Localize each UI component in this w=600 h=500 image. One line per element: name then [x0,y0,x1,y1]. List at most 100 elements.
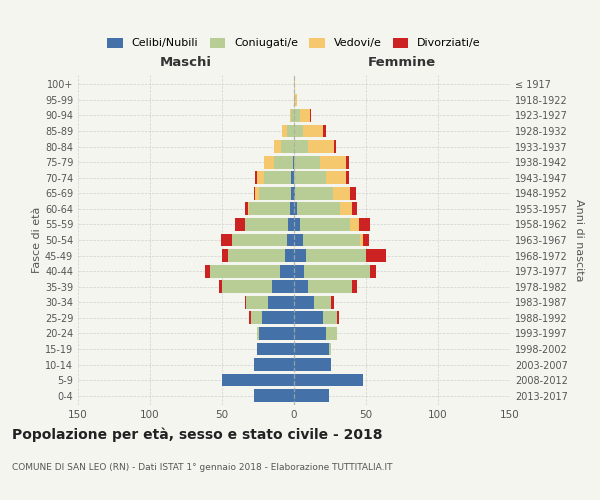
Bar [228,249,286,262]
Bar [294,280,308,293]
Bar [363,234,369,246]
Bar [359,218,370,231]
Bar [255,187,259,200]
Bar [254,390,294,402]
Bar [352,202,358,215]
Bar [294,140,308,153]
Bar [235,218,245,231]
Bar [254,187,255,200]
Bar [305,249,366,262]
Bar [304,264,370,278]
Bar [326,327,337,340]
Bar [323,124,326,138]
Bar [291,172,294,184]
Bar [272,280,294,293]
Bar [320,156,346,168]
Bar [329,342,331,355]
Bar [288,218,294,231]
Bar [294,312,323,324]
Y-axis label: Anni di nascita: Anni di nascita [574,198,584,281]
Bar [294,124,302,138]
Bar [290,202,294,215]
Bar [248,202,250,215]
Bar [250,202,290,215]
Bar [293,156,294,168]
Bar [294,109,300,122]
Bar [247,296,268,308]
Bar [340,202,352,215]
Bar [259,187,291,200]
Bar [205,264,211,278]
Bar [280,264,294,278]
Bar [294,218,300,231]
Bar [221,234,232,246]
Bar [295,94,297,106]
Bar [366,249,386,262]
Bar [294,202,297,215]
Bar [294,78,295,90]
Bar [251,312,262,324]
Bar [300,109,310,122]
Bar [257,327,259,340]
Bar [294,390,329,402]
Text: Maschi: Maschi [160,56,212,69]
Bar [314,296,331,308]
Bar [331,296,334,308]
Bar [245,202,248,215]
Bar [294,358,331,371]
Bar [245,218,288,231]
Bar [257,342,294,355]
Legend: Celibi/Nubili, Coniugati/e, Vedovi/e, Divorziati/e: Celibi/Nubili, Coniugati/e, Vedovi/e, Di… [104,34,484,52]
Bar [287,124,294,138]
Bar [294,249,305,262]
Bar [291,109,294,122]
Bar [211,264,280,278]
Bar [264,172,291,184]
Bar [259,327,294,340]
Bar [286,249,294,262]
Bar [291,187,294,200]
Bar [245,296,247,308]
Bar [268,296,294,308]
Bar [308,140,334,153]
Bar [352,280,358,293]
Bar [294,234,302,246]
Bar [264,156,274,168]
Text: Femmine: Femmine [368,56,436,69]
Bar [274,156,293,168]
Bar [294,94,295,106]
Bar [350,218,359,231]
Bar [294,264,304,278]
Bar [323,312,337,324]
Bar [350,187,356,200]
Bar [281,140,294,153]
Bar [326,172,346,184]
Bar [300,218,350,231]
Bar [222,249,228,262]
Bar [294,172,326,184]
Bar [222,374,294,386]
Bar [294,187,295,200]
Bar [294,374,363,386]
Bar [274,140,281,153]
Bar [302,234,360,246]
Bar [334,140,336,153]
Bar [346,156,349,168]
Bar [294,296,314,308]
Bar [308,280,352,293]
Bar [255,172,257,184]
Bar [262,312,294,324]
Text: COMUNE DI SAN LEO (RN) - Dati ISTAT 1° gennaio 2018 - Elaborazione TUTTITALIA.IT: COMUNE DI SAN LEO (RN) - Dati ISTAT 1° g… [12,462,392,471]
Bar [290,109,291,122]
Text: Popolazione per età, sesso e stato civile - 2018: Popolazione per età, sesso e stato civil… [12,428,383,442]
Bar [294,327,326,340]
Bar [257,172,264,184]
Bar [283,124,287,138]
Bar [337,312,338,324]
Bar [250,312,251,324]
Bar [294,156,320,168]
Bar [302,124,323,138]
Bar [287,234,294,246]
Bar [297,202,340,215]
Bar [310,109,311,122]
